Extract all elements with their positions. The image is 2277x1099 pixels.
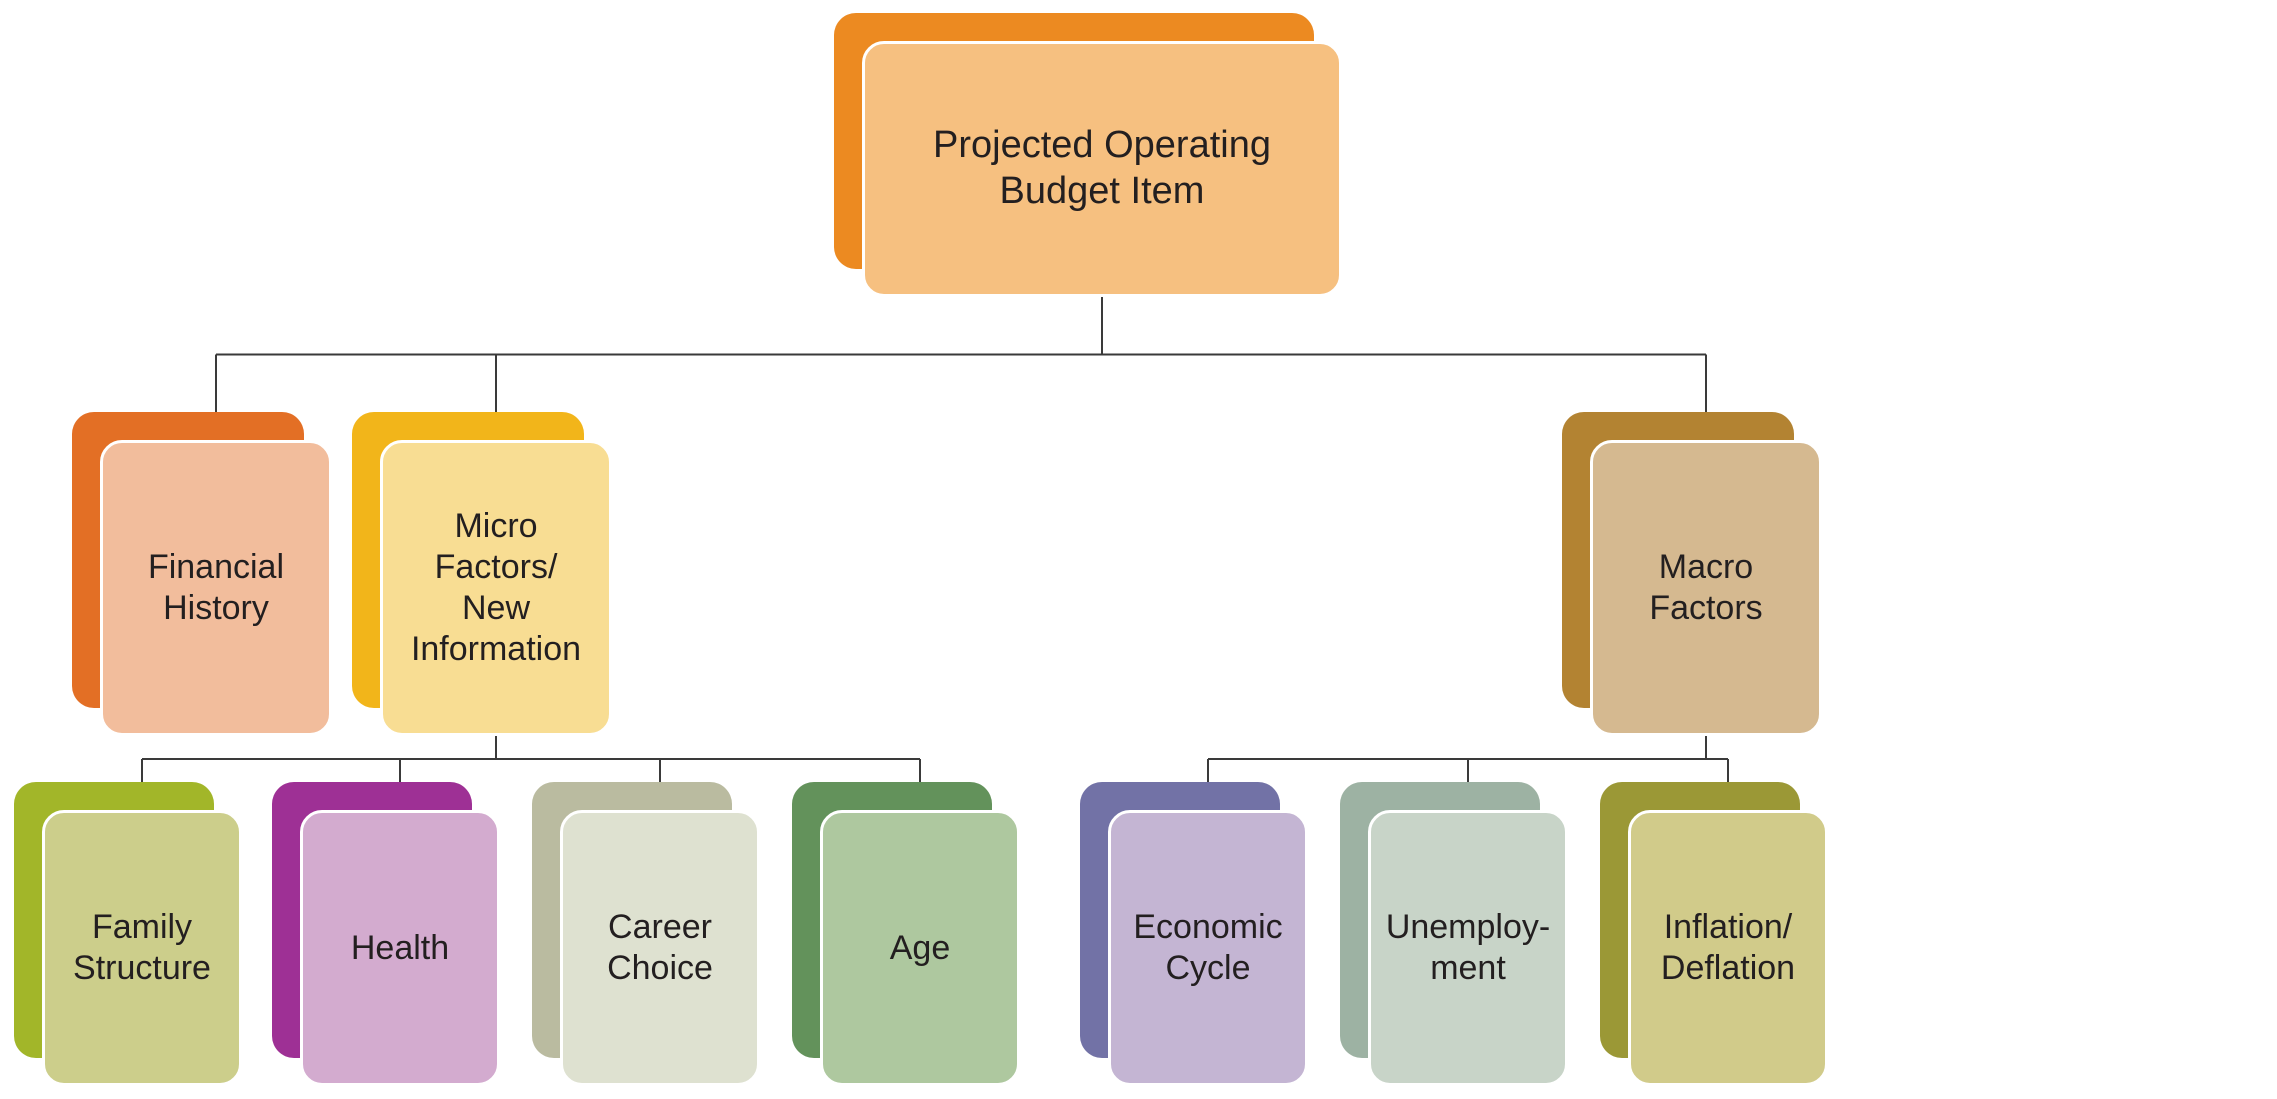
- node-econ-front: Economic Cycle: [1108, 810, 1308, 1086]
- node-career: Career Choice: [532, 782, 760, 1086]
- node-infl-front: Inflation/ Deflation: [1628, 810, 1828, 1086]
- node-root: Projected Operating Budget Item: [834, 13, 1342, 297]
- node-family-label: Family Structure: [73, 907, 211, 989]
- node-finhist: Financial History: [72, 412, 332, 736]
- node-infl: Inflation/ Deflation: [1600, 782, 1828, 1086]
- node-health: Health: [272, 782, 500, 1086]
- node-micro: Micro Factors/ New Information: [352, 412, 612, 736]
- node-macro: Macro Factors: [1562, 412, 1822, 736]
- diagram-stage: Projected Operating Budget Item Financial…: [0, 0, 2277, 1099]
- node-career-label: Career Choice: [607, 907, 713, 989]
- node-root-label: Projected Operating Budget Item: [933, 123, 1271, 214]
- node-micro-label: Micro Factors/ New Information: [411, 506, 581, 669]
- node-infl-label: Inflation/ Deflation: [1661, 907, 1795, 989]
- node-age: Age: [792, 782, 1020, 1086]
- node-econ-label: Economic Cycle: [1133, 907, 1282, 989]
- node-unemp-front: Unemploy- ment: [1368, 810, 1568, 1086]
- node-unemp-label: Unemploy- ment: [1386, 907, 1550, 989]
- node-family-front: Family Structure: [42, 810, 242, 1086]
- node-family: Family Structure: [14, 782, 242, 1086]
- node-micro-front: Micro Factors/ New Information: [380, 440, 612, 736]
- node-age-front: Age: [820, 810, 1020, 1086]
- node-unemp: Unemploy- ment: [1340, 782, 1568, 1086]
- node-root-front: Projected Operating Budget Item: [862, 41, 1342, 297]
- node-macro-front: Macro Factors: [1590, 440, 1822, 736]
- node-career-front: Career Choice: [560, 810, 760, 1086]
- node-econ: Economic Cycle: [1080, 782, 1308, 1086]
- node-finhist-front: Financial History: [100, 440, 332, 736]
- node-age-label: Age: [890, 928, 951, 969]
- node-finhist-label: Financial History: [148, 547, 284, 629]
- node-health-label: Health: [351, 928, 449, 969]
- node-macro-label: Macro Factors: [1649, 547, 1762, 629]
- node-health-front: Health: [300, 810, 500, 1086]
